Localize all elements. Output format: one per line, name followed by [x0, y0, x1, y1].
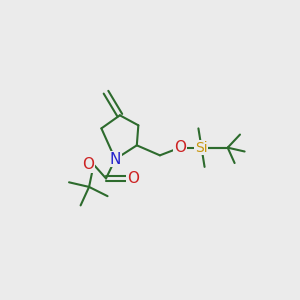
Text: O: O	[174, 140, 186, 155]
Text: N: N	[110, 152, 121, 167]
Text: O: O	[82, 157, 94, 172]
Text: Si: Si	[195, 141, 208, 155]
Text: O: O	[127, 171, 139, 186]
